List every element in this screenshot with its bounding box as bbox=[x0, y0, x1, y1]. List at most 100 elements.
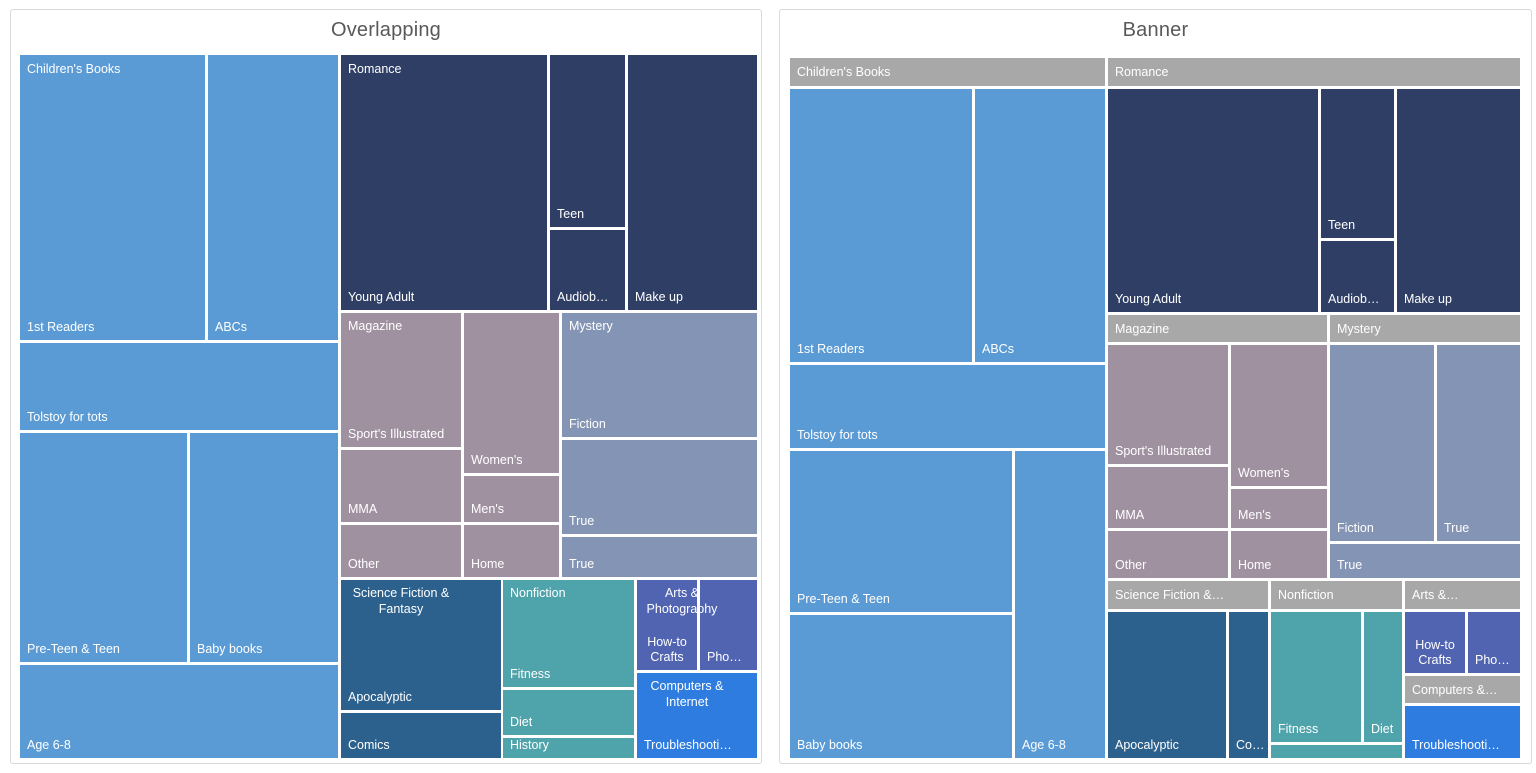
tile-tolstoy-for-tots[interactable]: Tolstoy for tots bbox=[20, 343, 338, 430]
tile-pre-teen-teen[interactable]: Pre-Teen & Teen bbox=[20, 433, 187, 662]
tile-label: Pre-Teen & Teen bbox=[27, 642, 120, 657]
banner-magazine[interactable]: Magazine bbox=[1108, 315, 1327, 342]
tile-age-6-8[interactable]: Age 6-8 bbox=[20, 665, 338, 758]
tile-label: Fiction bbox=[1337, 521, 1374, 536]
tile-young-adult[interactable]: Young Adult bbox=[341, 55, 547, 310]
tile-age-6-8[interactable]: Age 6-8 bbox=[1015, 451, 1105, 758]
tile-pho[interactable]: Pho… bbox=[1468, 612, 1520, 673]
tile-label: Tolstoy for tots bbox=[797, 428, 878, 443]
tile-label: How-to Crafts bbox=[1415, 637, 1455, 668]
banner-science-fiction-fantasy[interactable]: Science Fiction &… bbox=[1108, 581, 1268, 609]
tile-label: 1st Readers bbox=[797, 342, 865, 357]
tile-label: Age 6-8 bbox=[1022, 738, 1066, 753]
tile-label: Co… bbox=[1236, 738, 1265, 753]
tile-label: How-to Crafts bbox=[647, 634, 687, 665]
tile-label: 1st Readers bbox=[27, 320, 95, 335]
tile-label: True bbox=[1337, 558, 1363, 573]
tile-1st-readers[interactable]: 1st Readers bbox=[790, 89, 972, 362]
tile-label: Other bbox=[1115, 558, 1147, 573]
tile-other[interactable]: Other bbox=[341, 525, 461, 577]
tile-fiction[interactable]: Fiction bbox=[562, 313, 757, 437]
chart-title-banner: Banner bbox=[1122, 19, 1189, 41]
tile-true[interactable]: True bbox=[562, 440, 757, 534]
banner-romance[interactable]: Romance bbox=[1108, 58, 1520, 86]
banner-arts-photography[interactable]: Arts &… bbox=[1405, 581, 1520, 609]
tile-1st-readers[interactable]: 1st Readers bbox=[20, 55, 205, 340]
tile-true[interactable]: True bbox=[562, 537, 757, 577]
tile-audiob[interactable]: Audiob… bbox=[1321, 241, 1394, 312]
tile-label: Home bbox=[471, 557, 505, 572]
tile-sport-s-illustrated[interactable]: Sport's Illustrated bbox=[1108, 345, 1228, 464]
tile-make-up[interactable]: Make up bbox=[628, 55, 757, 310]
tile-mma[interactable]: MMA bbox=[341, 450, 461, 522]
banner-computers-internet[interactable]: Computers &… bbox=[1405, 676, 1520, 703]
tile-teen[interactable]: Teen bbox=[550, 55, 625, 227]
tile-teen[interactable]: Teen bbox=[1321, 89, 1394, 238]
tile-young-adult[interactable]: Young Adult bbox=[1108, 89, 1318, 312]
tile-diet[interactable]: Diet bbox=[1364, 612, 1402, 742]
tile-mma[interactable]: MMA bbox=[1108, 467, 1228, 528]
tile-men-s[interactable]: Men's bbox=[464, 476, 559, 522]
tile-home[interactable]: Home bbox=[1231, 531, 1327, 578]
tile-label: Audiob… bbox=[1328, 292, 1380, 307]
tile-men-s[interactable]: Men's bbox=[1231, 489, 1327, 528]
tile-label: Troubleshooti… bbox=[644, 738, 732, 753]
tile-label: True bbox=[569, 557, 595, 572]
tile-apocalyptic[interactable]: Apocalyptic bbox=[1108, 612, 1226, 758]
tile-pho[interactable]: Pho… bbox=[700, 580, 757, 670]
tile-unlabeled[interactable] bbox=[1271, 745, 1402, 758]
tile-fiction[interactable]: Fiction bbox=[1330, 345, 1434, 541]
tile-how-to-crafts[interactable]: How-to Crafts bbox=[637, 580, 697, 670]
banner-children-s-books[interactable]: Children's Books bbox=[790, 58, 1105, 86]
tile-label: Comics bbox=[348, 738, 390, 753]
tile-label: Troubleshooti… bbox=[1412, 738, 1500, 753]
tile-pre-teen-teen[interactable]: Pre-Teen & Teen bbox=[790, 451, 1012, 612]
tile-label: Apocalyptic bbox=[348, 690, 412, 705]
tile-home[interactable]: Home bbox=[464, 525, 559, 577]
tile-make-up[interactable]: Make up bbox=[1397, 89, 1520, 312]
chart-title-overlapping: Overlapping bbox=[330, 19, 442, 41]
tile-troubleshooti[interactable]: Troubleshooti… bbox=[637, 673, 757, 758]
tile-audiob[interactable]: Audiob… bbox=[550, 230, 625, 310]
tile-label: ABCs bbox=[215, 320, 247, 335]
tile-true[interactable]: True bbox=[1330, 544, 1520, 578]
tile-label: MMA bbox=[348, 502, 378, 517]
tile-women-s[interactable]: Women's bbox=[1231, 345, 1327, 486]
tile-comics[interactable]: Comics bbox=[341, 713, 501, 758]
tile-label: Fitness bbox=[510, 667, 551, 682]
tile-fitness[interactable]: Fitness bbox=[1271, 612, 1361, 742]
tile-label: Women's bbox=[1238, 466, 1290, 481]
tile-tolstoy-for-tots[interactable]: Tolstoy for tots bbox=[790, 365, 1105, 448]
tile-label: Audiob… bbox=[557, 290, 609, 305]
banner-mystery[interactable]: Mystery bbox=[1330, 315, 1520, 342]
tile-women-s[interactable]: Women's bbox=[464, 313, 559, 473]
tile-baby-books[interactable]: Baby books bbox=[790, 615, 1012, 758]
tile-abcs[interactable]: ABCs bbox=[208, 55, 338, 340]
tile-sport-s-illustrated[interactable]: Sport's Illustrated bbox=[341, 313, 461, 447]
tile-label: ABCs bbox=[982, 342, 1014, 357]
tile-label: Baby books bbox=[197, 642, 263, 657]
tile-apocalyptic[interactable]: Apocalyptic bbox=[341, 580, 501, 710]
tile-label: Women's bbox=[471, 453, 523, 468]
tile-label: Age 6-8 bbox=[27, 738, 71, 753]
tile-label: Make up bbox=[635, 290, 683, 305]
tile-history[interactable]: History bbox=[503, 738, 634, 758]
tile-label: Sport's Illustrated bbox=[1115, 444, 1212, 459]
tile-co[interactable]: Co… bbox=[1229, 612, 1268, 758]
tile-label: Young Adult bbox=[348, 290, 415, 305]
tile-label: Teen bbox=[1328, 218, 1356, 233]
tile-fitness[interactable]: Fitness bbox=[503, 580, 634, 687]
tile-label: Home bbox=[1238, 558, 1272, 573]
tile-baby-books[interactable]: Baby books bbox=[190, 433, 338, 662]
tile-label: Tolstoy for tots bbox=[27, 410, 108, 425]
tile-other[interactable]: Other bbox=[1108, 531, 1228, 578]
tile-label: Young Adult bbox=[1115, 292, 1182, 307]
tile-abcs[interactable]: ABCs bbox=[975, 89, 1105, 362]
tile-true[interactable]: True bbox=[1437, 345, 1520, 541]
tile-how-to-crafts[interactable]: How-to Crafts bbox=[1405, 612, 1465, 673]
banner-nonfiction[interactable]: Nonfiction bbox=[1271, 581, 1402, 609]
tile-troubleshooti[interactable]: Troubleshooti… bbox=[1405, 706, 1520, 758]
tile-diet[interactable]: Diet bbox=[503, 690, 634, 735]
tile-label: Men's bbox=[1238, 508, 1271, 523]
